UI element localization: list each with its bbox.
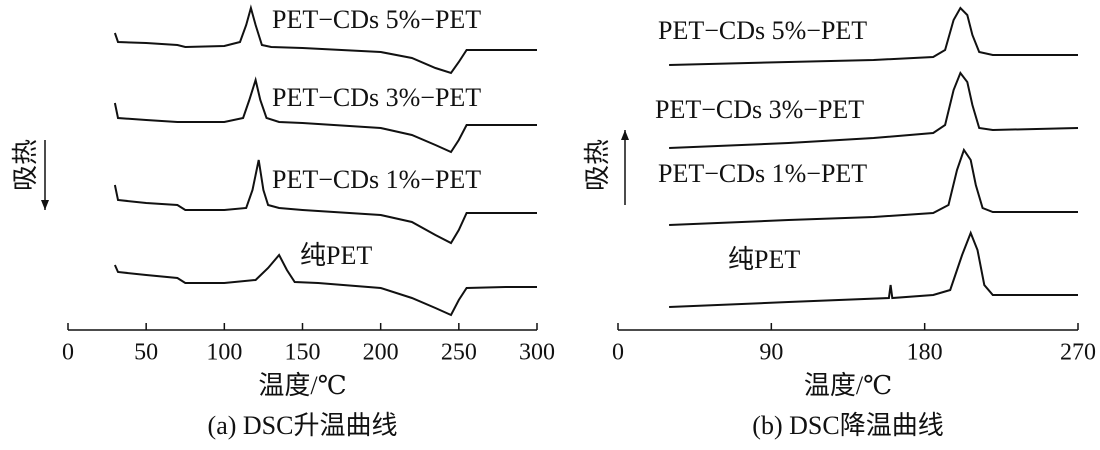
- x-tick-label: 0: [62, 340, 74, 366]
- series-label: 纯PET: [300, 241, 372, 270]
- y-arrow-head: [41, 200, 49, 210]
- curve: [669, 147, 1078, 226]
- series-label: PET−CDs 3%−PET: [272, 83, 481, 112]
- x-tick-label: 200: [363, 340, 399, 366]
- x-tick-label: 100: [206, 340, 242, 366]
- series-label: 纯PET: [728, 245, 800, 274]
- curve: [113, 76, 537, 154]
- curve: [113, 159, 537, 245]
- curve: [113, 253, 537, 317]
- x-tick-label: 50: [134, 340, 158, 366]
- x-tick-label: 90: [759, 340, 783, 366]
- series-label: PET−CDs 1%−PET: [272, 165, 481, 194]
- x-tick-label: 300: [519, 340, 555, 366]
- x-axis-title: 温度/℃: [258, 371, 346, 400]
- curve: [669, 230, 1078, 308]
- curve: [113, 4, 537, 75]
- caption: (b) DSC降温曲线: [752, 411, 943, 440]
- series-label: PET−CDs 3%−PET: [655, 95, 864, 124]
- x-axis-title: 温度/℃: [804, 371, 892, 400]
- curve: [669, 6, 1078, 66]
- y-arrow-head: [621, 130, 629, 140]
- x-tick-label: 150: [285, 340, 321, 366]
- curve: [669, 70, 1079, 149]
- y-axis-title: 吸热: [11, 139, 40, 191]
- series-label: PET−CDs 5%−PET: [658, 16, 867, 45]
- x-tick-label: 180: [907, 340, 943, 366]
- caption: (a) DSC升温曲线: [208, 411, 398, 440]
- x-tick-label: 0: [612, 340, 624, 366]
- series-label: PET−CDs 1%−PET: [658, 159, 867, 188]
- x-tick-label: 250: [441, 340, 477, 366]
- y-axis-title: 吸热: [583, 139, 612, 191]
- x-tick-label: 270: [1060, 340, 1096, 366]
- series-label: PET−CDs 5%−PET: [272, 5, 481, 34]
